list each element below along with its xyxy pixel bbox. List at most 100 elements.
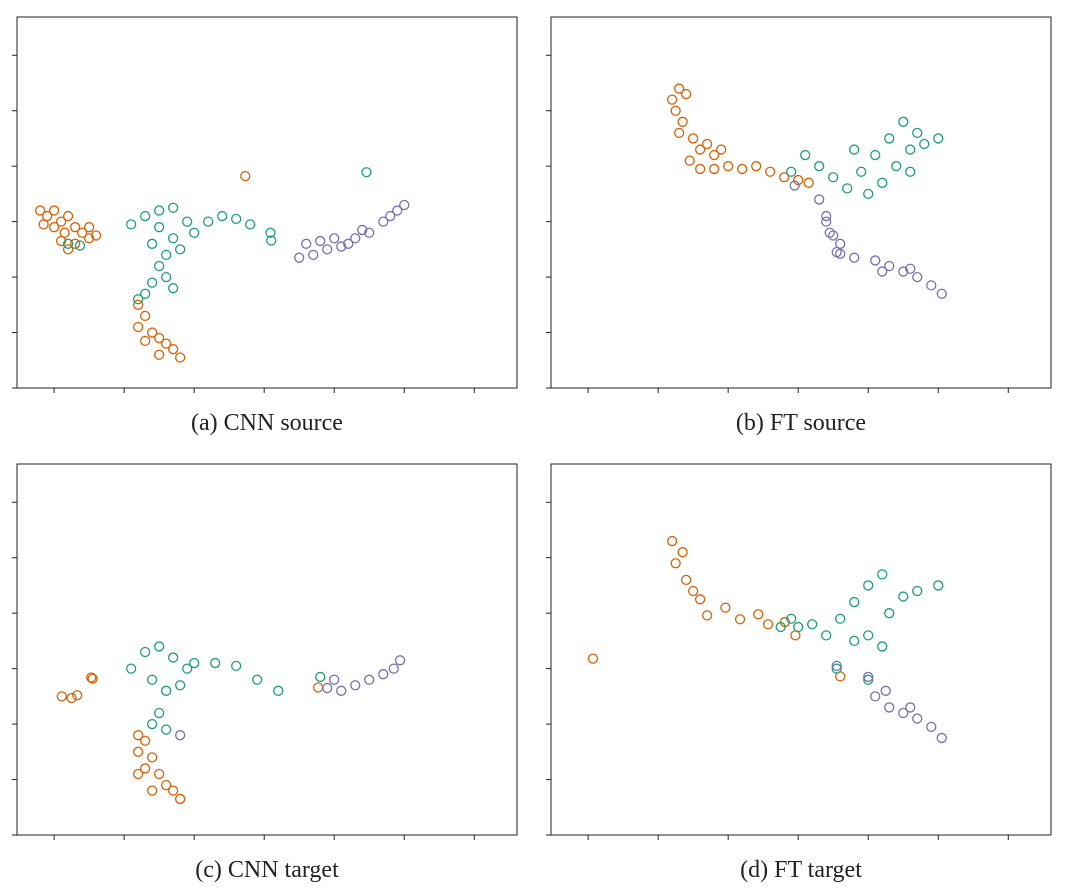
- frame: [16, 463, 518, 836]
- point: [912, 713, 923, 724]
- point: [863, 674, 874, 685]
- point: [62, 238, 74, 249]
- point: [147, 327, 158, 338]
- point: [789, 180, 800, 191]
- point: [835, 248, 846, 259]
- point: [132, 746, 144, 757]
- panel-caption: (c) CNN target: [195, 857, 339, 883]
- point: [161, 685, 172, 696]
- point: [870, 255, 881, 266]
- point: [666, 94, 678, 105]
- point: [933, 133, 944, 144]
- point: [702, 610, 713, 621]
- point: [807, 619, 818, 630]
- point: [695, 144, 706, 155]
- panel-caption: (a) CNN source: [191, 410, 343, 436]
- point: [168, 233, 179, 244]
- point: [884, 133, 895, 144]
- point: [147, 238, 158, 249]
- point: [48, 205, 60, 216]
- point: [140, 310, 151, 322]
- point: [734, 614, 746, 625]
- point: [684, 155, 695, 166]
- point: [312, 682, 324, 693]
- point: [69, 238, 81, 249]
- point: [392, 205, 403, 216]
- point: [147, 785, 158, 796]
- point: [315, 235, 326, 247]
- point: [821, 210, 832, 222]
- point: [737, 163, 748, 175]
- point: [140, 288, 151, 299]
- point: [898, 591, 909, 602]
- point: [828, 172, 839, 183]
- point: [828, 230, 839, 241]
- point: [936, 288, 947, 299]
- point: [695, 594, 706, 605]
- point: [154, 641, 165, 652]
- point: [361, 167, 372, 178]
- point: [863, 671, 874, 683]
- point: [926, 721, 937, 733]
- point: [775, 621, 786, 633]
- point: [41, 210, 53, 222]
- point: [83, 222, 95, 233]
- point: [357, 224, 368, 236]
- frame: [550, 16, 1052, 389]
- point: [364, 227, 375, 238]
- point: [849, 635, 860, 647]
- frame: [16, 16, 518, 389]
- point: [821, 630, 832, 641]
- point: [231, 213, 242, 225]
- point: [322, 682, 333, 694]
- point: [125, 663, 137, 674]
- point: [877, 266, 888, 277]
- point: [132, 768, 144, 780]
- point: [175, 793, 186, 805]
- point: [898, 707, 909, 719]
- point: [168, 785, 179, 796]
- point: [294, 252, 305, 263]
- point: [831, 663, 842, 674]
- point: [154, 222, 165, 233]
- point: [48, 222, 60, 233]
- point: [336, 241, 347, 252]
- point: [154, 768, 165, 780]
- point: [154, 707, 165, 719]
- point: [884, 702, 895, 713]
- point: [695, 163, 706, 175]
- point: [831, 660, 842, 672]
- point: [132, 730, 144, 741]
- point: [72, 690, 83, 701]
- point: [751, 161, 762, 172]
- point: [140, 210, 151, 222]
- point: [140, 735, 151, 746]
- point: [849, 252, 860, 263]
- point: [723, 161, 734, 172]
- point: [905, 144, 916, 155]
- point: [74, 240, 86, 251]
- point: [266, 235, 277, 246]
- point: [34, 205, 46, 216]
- point: [849, 144, 860, 155]
- point: [814, 161, 825, 172]
- point: [182, 216, 193, 227]
- point: [66, 692, 77, 704]
- point: [62, 210, 74, 222]
- point: [350, 233, 361, 244]
- point: [587, 653, 599, 664]
- panel-caption: (b) FT source: [736, 410, 866, 436]
- panel: (b) FT source: [546, 16, 1052, 436]
- point: [59, 227, 70, 238]
- point: [132, 321, 144, 333]
- point: [90, 230, 102, 241]
- point: [933, 580, 944, 591]
- point: [765, 166, 776, 177]
- point: [55, 235, 67, 247]
- point: [154, 349, 165, 360]
- panel-caption: (d) FT target: [740, 857, 862, 883]
- point: [926, 280, 937, 291]
- point: [912, 127, 923, 139]
- point: [343, 238, 354, 249]
